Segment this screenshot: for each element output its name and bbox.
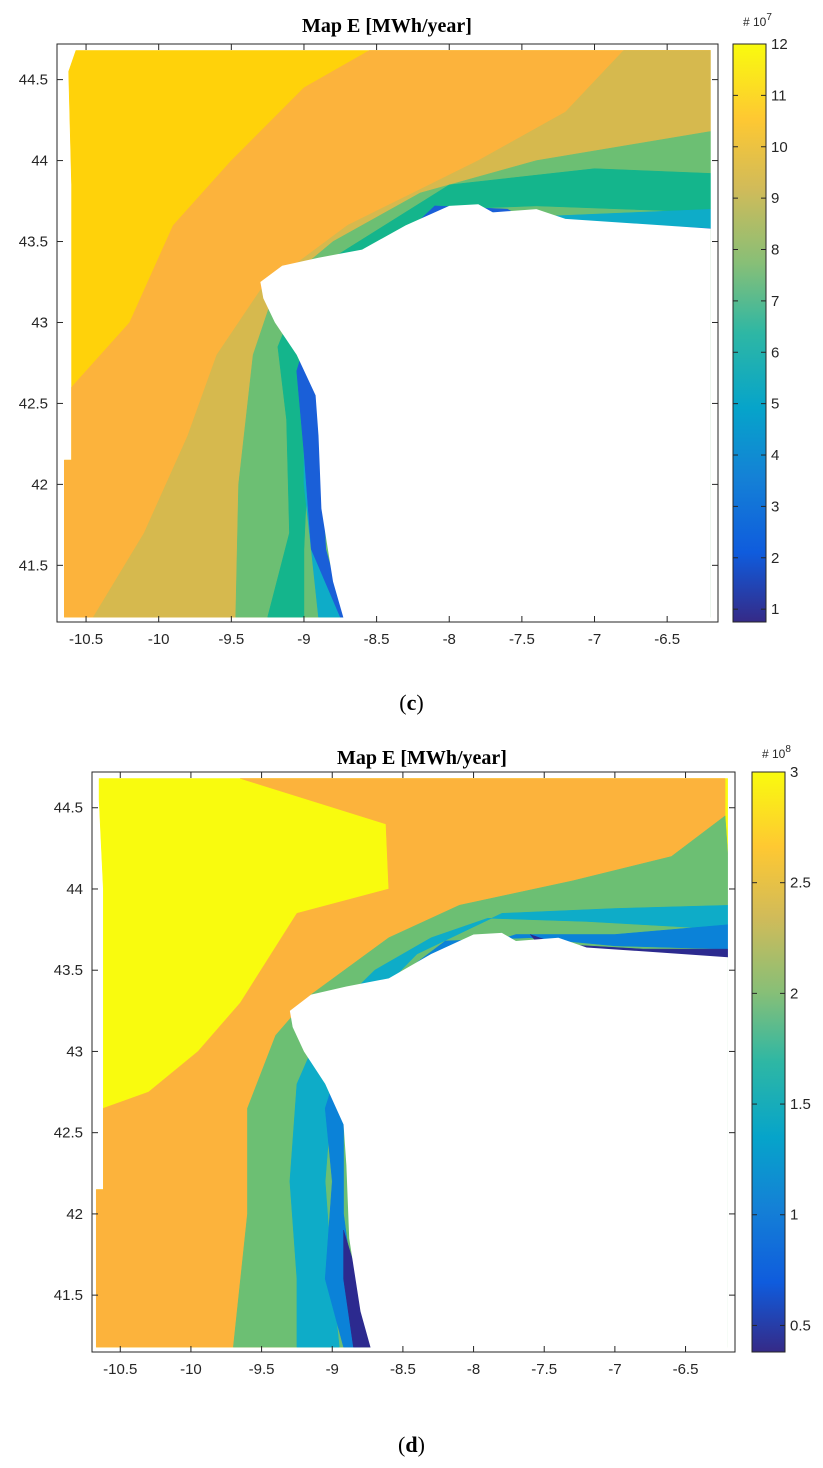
x-tick-label: -9.5 <box>249 1361 275 1378</box>
x-tick-label: -9.5 <box>218 631 244 648</box>
y-tick-label: 42.5 <box>19 395 48 412</box>
land-mask <box>289 932 728 1352</box>
plot-area <box>95 772 735 1352</box>
colorbar-tick-label: 2 <box>790 985 798 1002</box>
colorbar-tick-label: 3 <box>771 498 779 515</box>
colorbar-exponent: # 108 <box>762 744 791 761</box>
colorbar-tick-label: 4 <box>771 447 779 464</box>
colorbar-tick-label: 9 <box>771 190 779 207</box>
y-tick-label: 41.5 <box>54 1287 83 1304</box>
x-tick-label: -7 <box>608 1361 621 1378</box>
chart-c: Map E [MWh/year] -10.5 -10 -9.5 -9 -8.5 -8 -7.… <box>19 12 788 648</box>
y-tick-label: 42 <box>66 1206 83 1223</box>
y-tick-label: 44.5 <box>54 800 83 817</box>
colorbar: 0.5 1 1.5 2 2.5 3 # 108 <box>751 744 811 1353</box>
colorbar-tick-label: 6 <box>771 344 779 361</box>
colorbar-tick-label: 12 <box>771 36 788 53</box>
y-tick-label: 43 <box>66 1043 83 1060</box>
x-tick-label: -7.5 <box>509 631 535 648</box>
chart-title: Map E [MWh/year] <box>302 15 472 37</box>
x-tick-label: -9 <box>297 631 310 648</box>
x-tick-label: -10.5 <box>69 631 103 648</box>
axes: -10.5 -10 -9.5 -9 -8.5 -8 -7.5 -7 -6.5 41.5 42 42.5… <box>19 43 719 648</box>
y-tick-label: 43.5 <box>54 962 83 979</box>
y-tick-label: 44 <box>66 881 83 898</box>
out-of-domain <box>710 44 718 622</box>
x-tick-label: -9 <box>326 1361 339 1378</box>
x-tick-label: -7.5 <box>531 1361 557 1378</box>
panel-d: Map E [MWh/year] -10.5 -10 -9.5 -9 -8.5 -8 -7.… <box>0 740 823 1468</box>
axes-box <box>56 43 719 623</box>
y-tick-label: 42 <box>31 476 48 493</box>
colorbar-tick-label: 11 <box>771 87 787 104</box>
colorbar-tick-label: 1 <box>771 601 779 618</box>
chart-title: Map E [MWh/year] <box>337 747 507 769</box>
chart-d: Map E [MWh/year] -10.5 -10 -9.5 -9 -8.5 -8 -7.… <box>54 744 811 1378</box>
x-tick-label: -7 <box>588 631 601 648</box>
x-tick-label: -10 <box>148 631 170 648</box>
y-tick-label: 42.5 <box>54 1125 83 1142</box>
colorbar-tick-label: 3 <box>790 764 798 781</box>
panel-c: Map E [MWh/year] -10.5 -10 -9.5 -9 -8.5 -8 -7.… <box>19 12 788 715</box>
contour-band <box>343 1230 373 1348</box>
colorbar-tick-label: 0.5 <box>790 1317 811 1334</box>
y-tick-label: 41.5 <box>19 557 48 574</box>
colorbar-tick-label: 1 <box>790 1207 798 1224</box>
colorbar-tick-label: 2.5 <box>790 875 811 892</box>
y-tick-label: 44.5 <box>19 72 48 89</box>
x-tick-label: -10 <box>180 1361 202 1378</box>
colorbar-tick-label: 5 <box>771 396 779 413</box>
caption-c: (c) <box>399 690 424 715</box>
colorbar-tick-label: 2 <box>771 550 779 567</box>
plot-area <box>64 44 718 622</box>
colorbar-gradient <box>732 43 767 623</box>
colorbar-gradient <box>751 771 786 1353</box>
colorbar-tick-label: 1.5 <box>790 1096 811 1113</box>
x-tick-label: -10.5 <box>103 1361 137 1378</box>
x-tick-label: -8.5 <box>364 631 390 648</box>
colorbar-tick-label: 7 <box>771 293 779 310</box>
land-mask <box>260 204 711 622</box>
axes: -10.5 -10 -9.5 -9 -8.5 -8 -7.5 -7 -6.5 41.5 42 42.5… <box>54 771 736 1378</box>
y-tick-label: 43 <box>31 314 48 331</box>
x-tick-label: -8 <box>443 631 456 648</box>
x-tick-label: -8.5 <box>390 1361 416 1378</box>
x-tick-label: -6.5 <box>654 631 680 648</box>
colorbar-exponent: # 107 <box>743 12 772 29</box>
colorbar-tick-label: 10 <box>771 139 788 156</box>
colorbar-tick-label: 8 <box>771 242 779 259</box>
axes-box <box>91 771 736 1353</box>
y-tick-label: 44 <box>31 153 48 170</box>
y-tick-label: 43.5 <box>19 234 48 251</box>
caption-d: (d) <box>398 1432 425 1457</box>
out-of-domain <box>727 772 735 1352</box>
x-tick-label: -6.5 <box>673 1361 699 1378</box>
x-tick-label: -8 <box>467 1361 480 1378</box>
